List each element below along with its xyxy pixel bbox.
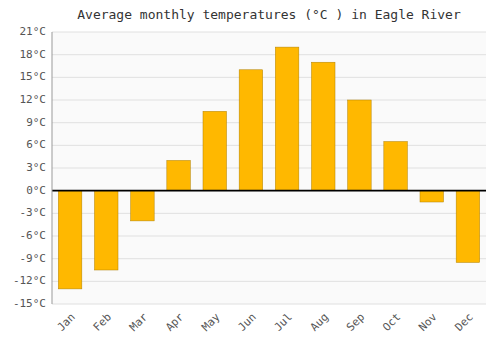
bar [384,142,408,191]
bar [420,191,444,202]
y-tick-label: 3°C [26,161,46,174]
grid-line [52,100,486,101]
zero-line [52,190,486,192]
x-tick-label: Feb [91,311,114,334]
x-tick-label: Jul [272,311,295,334]
bar [203,111,227,190]
x-tick-label: Jun [235,311,258,334]
chart-svg: -15°C -12°C -9°C -6°C -3°C 0°C 3°C 6°C 9°C 12°C 15… [0,0,500,350]
y-tick-label: 9°C [26,116,46,129]
grid-line [52,281,486,282]
y-tick-label: -12°C [13,274,46,287]
y-axis-line [52,32,53,304]
y-tick-labels: -15°C -12°C -9°C -6°C -3°C 0°C 3°C 6°C 9°C 12°C 15… [13,25,46,310]
y-tick-label: -3°C [20,206,47,219]
grid-line [52,77,486,78]
x-tick-label: Oct [380,311,403,334]
chart-container: -15°C -12°C -9°C -6°C -3°C 0°C 3°C 6°C 9°C 12°C 15… [0,0,500,350]
y-tick-label: 21°C [20,25,47,38]
grid-line [52,122,486,123]
bar [456,191,480,263]
chart-title: Average monthly temperatures (°C ) in Ea… [77,7,461,22]
plot-background [52,32,486,304]
x-tick-label: Dec [452,311,475,334]
grid-line [52,190,486,191]
y-grid [52,32,486,304]
y-tick-label: 12°C [20,93,47,106]
grid-line [52,168,486,169]
bars [58,47,479,289]
grid-line [52,32,486,33]
x-tick-label: Nov [416,310,440,334]
bar [311,62,335,190]
bar [239,70,263,191]
x-tick-label: Jan [55,311,78,334]
x-tick-label: Apr [163,310,187,334]
grid-line [52,304,486,305]
x-tick-label: Mar [127,310,151,334]
y-tick-label: -15°C [13,297,46,310]
bar [94,191,118,270]
grid-line [52,54,486,55]
bar [275,47,299,191]
x-tick-labels: Jan Feb Mar Apr May Jun Jul Aug Sep Oct Nov Dec [55,310,476,334]
y-tick-label: -9°C [20,252,47,265]
y-tick-label: 0°C [26,184,46,197]
bar [131,191,155,221]
y-tick-label: 15°C [20,70,47,83]
y-tick-label: 18°C [20,48,47,61]
x-tick-label: Aug [308,311,331,334]
grid-line [52,145,486,146]
y-tick-label: -6°C [20,229,47,242]
x-tick-label: May [199,310,223,334]
bar [348,100,372,191]
y-tick-label: 6°C [26,138,46,151]
x-tick-label: Sep [344,311,367,334]
bar [58,191,82,289]
bar [167,160,191,190]
